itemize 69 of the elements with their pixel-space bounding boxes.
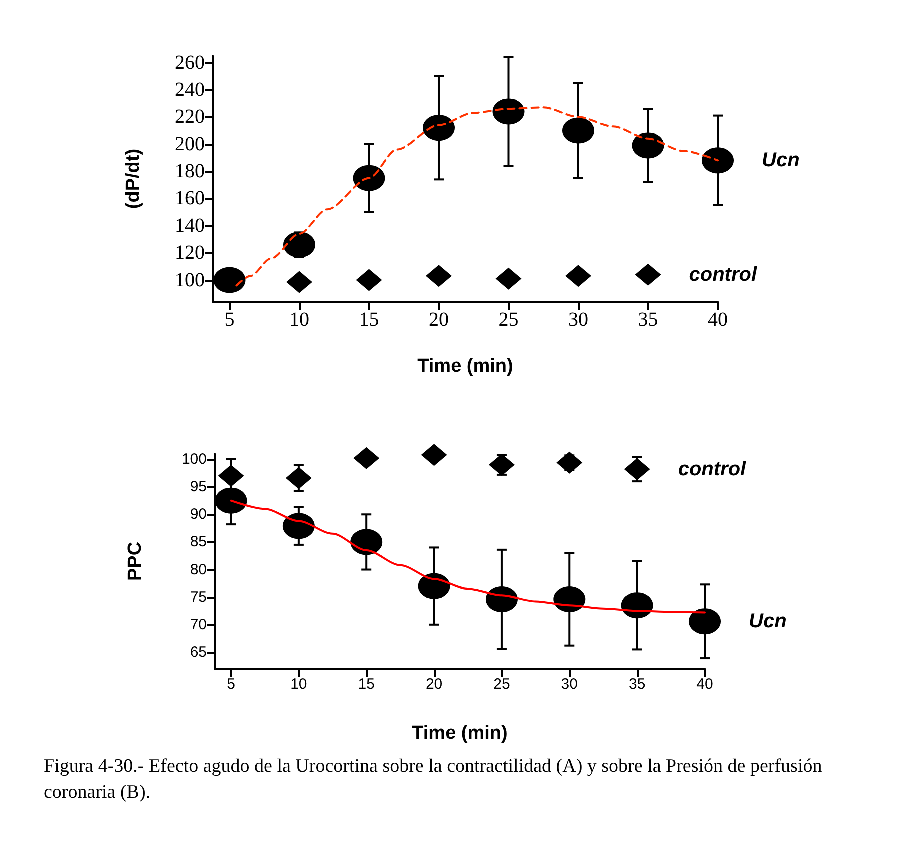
x-tick-label: 30 [568,309,588,331]
point [421,444,448,466]
y-tick-label: 140 [175,214,205,237]
y-axis-title: (dP/dt) [123,148,144,210]
point [423,115,455,142]
point [496,268,522,290]
point [635,264,662,286]
point [488,454,515,476]
point [554,586,586,613]
x-tick-label: 20 [426,676,443,693]
x-tick-label: 5 [227,676,236,693]
x-tick-label: 10 [289,309,310,331]
point [689,608,721,635]
point [218,465,244,488]
y-tick-label: 80 [190,561,207,578]
x-tick-label: 40 [708,309,728,331]
series-label: Ucn [749,610,787,633]
y-tick-label: 75 [190,588,207,606]
point [426,265,452,288]
point [702,148,734,174]
x-tick-label: 40 [696,676,714,693]
y-tick-label: 120 [175,242,205,264]
text: Figura 4-30.- Efecto agudo de la Urocortina sobre la contractilidad (A) y sobre la Presión de perfusión coronaria (B). [43,755,824,805]
y-tick-label: 65 [190,644,207,661]
y-tick-label: 240 [175,78,205,101]
point [418,573,450,600]
y-tick-label: 85 [190,534,207,551]
x-tick-label: 35 [638,309,658,331]
x-tick-label: 25 [494,676,510,693]
x-axis-title: Time (min) [418,356,514,377]
x-tick-label: 20 [428,309,449,331]
series-label: control [689,264,758,286]
y-tick-label: 160 [175,188,205,210]
y-tick-label: 260 [175,52,205,74]
x-axis-title: Time (min) [412,723,508,744]
point [214,267,246,294]
point [354,447,380,470]
point [356,269,382,292]
y-tick-label: 220 [175,106,205,128]
point [565,265,592,288]
y-tick-label: 70 [190,616,207,634]
point [562,118,594,144]
point [286,271,312,294]
y-tick-label: 200 [175,133,205,156]
y-tick-label: 95 [190,478,207,496]
point [282,513,315,540]
series-label: control [678,458,747,480]
x-tick-label: 15 [358,676,375,693]
point [486,586,518,613]
y-axis-title: PPC [125,542,146,582]
y-tick-label: 100 [175,269,205,292]
y-tick-label: 180 [175,160,205,183]
point [215,488,248,514]
point [350,529,383,556]
y-tick-label: 90 [190,506,207,524]
x-tick-label: 25 [498,309,519,331]
x-tick-label: 35 [628,676,646,693]
x-tick-label: 15 [359,309,380,331]
x-tick-label: 10 [290,676,308,693]
point [624,458,650,480]
x-tick-label: 30 [561,676,578,693]
series-label: Ucn [762,150,800,172]
point [632,132,664,159]
point [353,165,386,192]
x-tick-label: 5 [224,309,235,331]
point [492,98,525,125]
y-tick-label: 100 [182,451,207,468]
point [286,467,312,490]
point [621,592,654,619]
